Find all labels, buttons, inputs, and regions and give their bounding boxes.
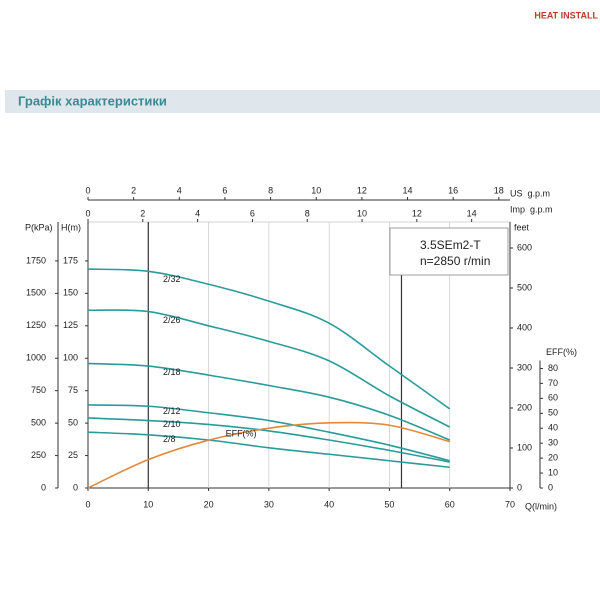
- x-tick-label: 40: [324, 499, 334, 509]
- curve-label: 2/18: [163, 367, 181, 377]
- chart: 0 10 20 30 40 50 60 70 Q(l/min)02550751001251501…: [25, 185, 577, 511]
- y-tick-label: 75: [68, 385, 78, 395]
- curve-label: 2/26: [163, 315, 181, 325]
- eff-tick-label: 70: [548, 378, 558, 388]
- x-tick-label: 30: [264, 499, 274, 509]
- pressure-tick-label: 250: [31, 450, 46, 460]
- curve: [87, 421, 450, 489]
- feet-axis-label: feet: [514, 222, 530, 232]
- x-axis-label: Q(l/min): [525, 501, 557, 511]
- feet-tick-label: 500: [517, 282, 532, 292]
- curve: [87, 404, 450, 462]
- pressure-tick-label: 1750: [26, 255, 46, 265]
- y-tick-label: 25: [68, 450, 78, 460]
- eff-tick-label: 80: [548, 363, 558, 373]
- y-tick-label: 150: [63, 288, 78, 298]
- curve-label: 2/12: [163, 406, 181, 416]
- us-tick-label: 16: [448, 185, 458, 195]
- pressure-tick-label: 1250: [26, 320, 46, 330]
- eff-tick-label: 10: [548, 467, 558, 477]
- pressure-tick-label: 1500: [26, 288, 46, 298]
- y-tick-label: 125: [63, 320, 78, 330]
- eff-tick-label: 30: [548, 438, 558, 448]
- y-tick-label: 175: [63, 255, 78, 265]
- curve-label: 2/8: [163, 434, 176, 444]
- x-tick-label: 0: [85, 499, 90, 509]
- eff-tick-label: 0: [548, 482, 553, 492]
- curve: [87, 417, 450, 463]
- imp-tick-label: 4: [195, 208, 200, 218]
- pressure-tick-label: 0: [41, 482, 46, 492]
- header-band: [5, 90, 600, 113]
- us-tick-label: 18: [494, 185, 504, 195]
- pressure-tick-label: 500: [31, 417, 46, 427]
- imp-tick-label: 14: [467, 208, 477, 218]
- curve-label: EFF(%): [226, 429, 257, 439]
- feet-tick-label: 600: [517, 242, 532, 252]
- us-tick-label: 8: [268, 185, 273, 195]
- x-tick-label: 70: [505, 499, 515, 509]
- pressure-tick-label: 1000: [26, 353, 46, 363]
- us-tick-label: 0: [85, 185, 90, 195]
- x-tick-label: 60: [445, 499, 455, 509]
- imp-axis-label: Imp g.p.m: [510, 204, 553, 214]
- feet-tick-label: 300: [517, 362, 532, 372]
- us-tick-label: 10: [311, 185, 321, 195]
- eff-tick-label: 50: [548, 408, 558, 418]
- feet-tick-label: 200: [517, 402, 532, 412]
- curve: [87, 362, 451, 441]
- us-tick-label: 4: [177, 185, 182, 195]
- curve-label: 2/32: [163, 274, 181, 284]
- y-axis-label: H(m): [61, 222, 81, 232]
- us-axis-label: US g.p.m: [510, 188, 550, 198]
- feet-tick-label: 100: [517, 442, 532, 452]
- eff-tick-label: 40: [548, 423, 558, 433]
- x-tick-label: 50: [384, 499, 394, 509]
- y-tick-label: 50: [68, 417, 78, 427]
- speed-label: n=2850 r/min: [420, 254, 490, 268]
- curve-label: 2/10: [163, 419, 181, 429]
- eff-tick-label: 20: [548, 452, 558, 462]
- model-box: [389, 227, 509, 276]
- imp-tick-label: 12: [412, 208, 422, 218]
- model-label: 3.5SEm2-T: [420, 238, 481, 252]
- y-tick-label: 100: [63, 353, 78, 363]
- pressure-axis-label: P(kPa): [25, 222, 53, 232]
- imp-tick-label: 10: [357, 208, 367, 218]
- eff-axis-label: EFF(%): [546, 347, 577, 357]
- y-tick-label: 0: [73, 482, 78, 492]
- feet-tick-label: 0: [517, 482, 522, 492]
- logo: HEAT INSTALL: [534, 10, 598, 20]
- eff-tick-label: 60: [548, 393, 558, 403]
- us-tick-label: 6: [222, 185, 227, 195]
- us-tick-label: 12: [357, 185, 367, 195]
- imp-tick-label: 6: [250, 208, 255, 218]
- us-tick-label: 2: [131, 185, 136, 195]
- curve: [87, 309, 451, 428]
- imp-tick-label: 0: [85, 208, 90, 218]
- feet-tick-label: 400: [517, 322, 532, 332]
- curve: [87, 268, 451, 410]
- header-title: Графік характеристики: [18, 93, 167, 108]
- x-tick-label: 10: [143, 499, 153, 509]
- us-tick-label: 14: [403, 185, 413, 195]
- imp-tick-label: 8: [305, 208, 310, 218]
- imp-tick-label: 2: [140, 208, 145, 218]
- curve: [87, 431, 450, 469]
- x-tick-label: 20: [204, 499, 214, 509]
- pressure-tick-label: 750: [31, 385, 46, 395]
